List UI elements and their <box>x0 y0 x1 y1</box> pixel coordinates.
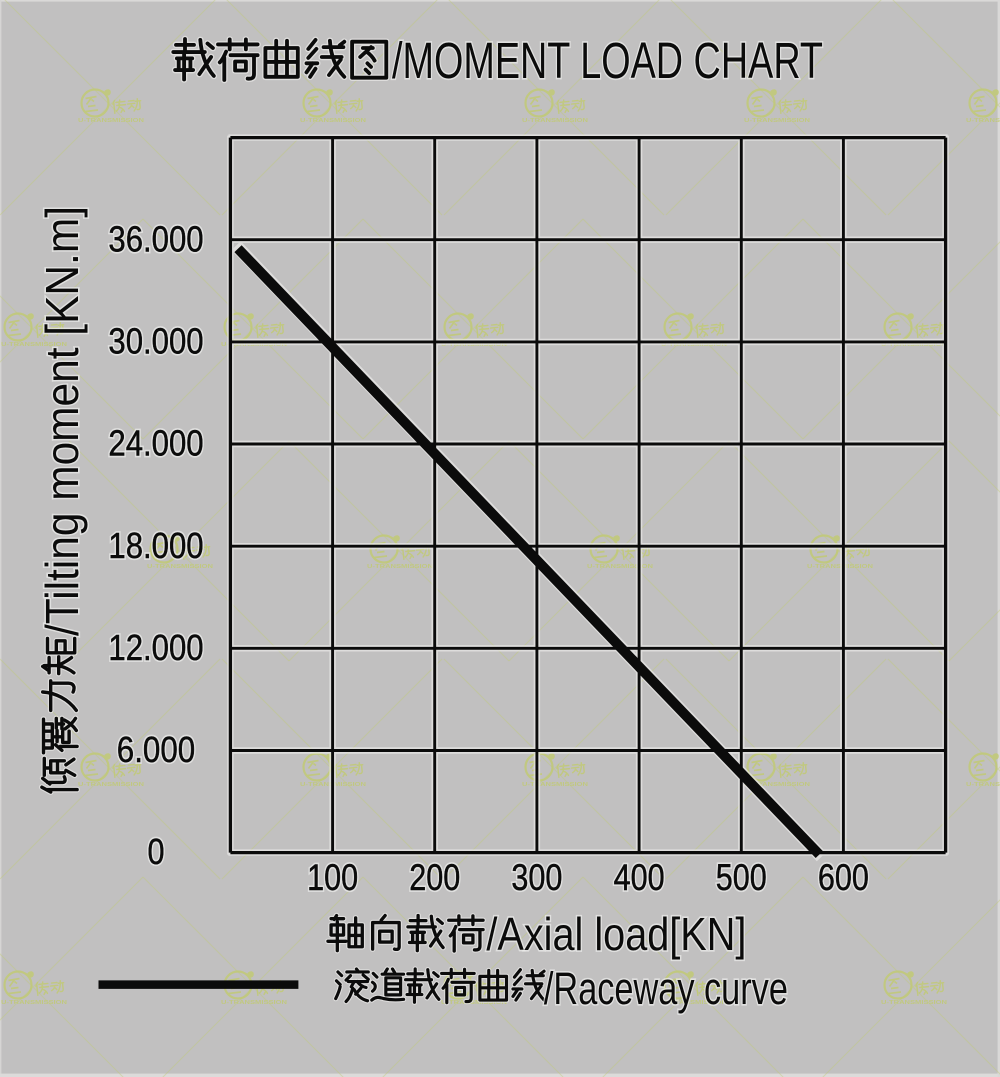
svg-text:30.000: 30.000 <box>108 321 203 362</box>
svg-text:600: 600 <box>818 857 869 898</box>
svg-text:300: 300 <box>511 857 562 898</box>
svg-text:/MOMENT LOAD CHART: /MOMENT LOAD CHART <box>392 32 823 89</box>
svg-text:0: 0 <box>148 831 165 872</box>
svg-text:24.000: 24.000 <box>108 423 203 464</box>
svg-text:/Raceway curve: /Raceway curve <box>544 963 788 1014</box>
svg-text:U-TRANSMISSION: U-TRANSMISSION <box>1 342 67 348</box>
svg-text:500: 500 <box>716 857 767 898</box>
svg-text:/Tilting moment [KN.m]: /Tilting moment [KN.m] <box>36 206 88 636</box>
svg-text:0: 0 <box>148 831 165 872</box>
svg-text:24.000: 24.000 <box>108 423 203 464</box>
svg-text:400: 400 <box>614 857 665 898</box>
svg-text:30.000: 30.000 <box>108 321 203 362</box>
svg-text:12.000: 12.000 <box>108 627 203 668</box>
svg-text:300: 300 <box>511 857 562 898</box>
svg-text:18.000: 18.000 <box>108 525 203 566</box>
svg-text:36.000: 36.000 <box>108 218 203 259</box>
svg-text:U-TRANSMISSION: U-TRANSMISSION <box>300 118 366 124</box>
svg-text:U-TRANSMISSION: U-TRANSMISSION <box>522 118 588 124</box>
svg-text:U-TRANSMISSION: U-TRANSMISSION <box>807 564 873 570</box>
svg-text:U-TRANSMISSION: U-TRANSMISSION <box>1 1000 67 1006</box>
svg-text:U-TRANSMISSION: U-TRANSMISSION <box>881 1000 947 1006</box>
svg-text:U-TRANSMISSION: U-TRANSMISSION <box>147 564 213 570</box>
svg-text:U-TRANSMISSION: U-TRANSMISSION <box>221 1000 287 1006</box>
svg-text:U-TRANSMISSION: U-TRANSMISSION <box>367 564 433 570</box>
svg-text:U-TRANSMISSION: U-TRANSMISSION <box>522 782 588 788</box>
svg-text:100: 100 <box>307 857 358 898</box>
svg-text:/Axial load[KN]: /Axial load[KN] <box>486 908 746 960</box>
svg-text:6.000: 6.000 <box>117 729 195 770</box>
svg-text:100: 100 <box>307 857 358 898</box>
svg-text:U-TRANSMISSION: U-TRANSMISSION <box>441 1000 507 1006</box>
svg-text:U-TRANSMISSION: U-TRANSMISSION <box>587 564 653 570</box>
svg-text:U-TRANSMISSION: U-TRANSMISSION <box>78 782 144 788</box>
svg-text:U-TRANSMISSION: U-TRANSMISSION <box>744 118 810 124</box>
svg-text:U-TRANSMISSION: U-TRANSMISSION <box>744 782 810 788</box>
svg-text:36.000: 36.000 <box>108 218 203 259</box>
svg-text:400: 400 <box>614 857 665 898</box>
svg-text:500: 500 <box>716 857 767 898</box>
svg-text:6.000: 6.000 <box>117 729 195 770</box>
svg-text:U-TRANSMISSION: U-TRANSMISSION <box>661 1000 727 1006</box>
svg-text:600: 600 <box>818 857 869 898</box>
svg-text:U-TRANSMISSION: U-TRANSMISSION <box>78 118 144 124</box>
svg-text:200: 200 <box>409 857 460 898</box>
svg-text:200: 200 <box>409 857 460 898</box>
svg-text:U-TRANSMISSION: U-TRANSMISSION <box>966 118 1000 124</box>
svg-text:U-TRANSMISSION: U-TRANSMISSION <box>966 782 1000 788</box>
svg-text:12.000: 12.000 <box>108 627 203 668</box>
svg-text:18.000: 18.000 <box>108 525 203 566</box>
